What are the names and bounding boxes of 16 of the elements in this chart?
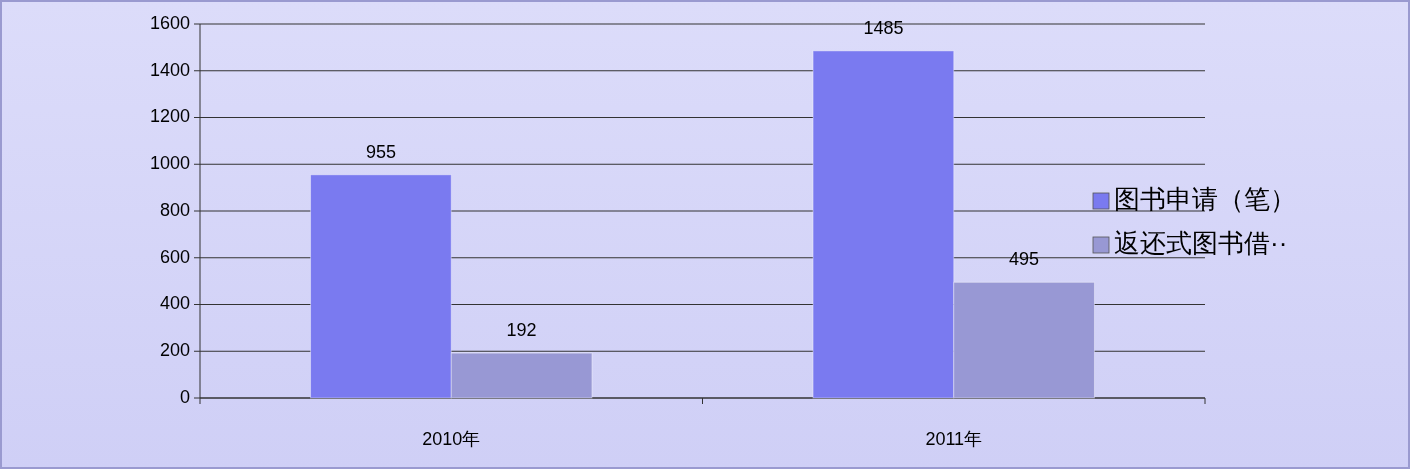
legend-label: 返还式图书借·· — [1114, 227, 1288, 258]
y-tick-label: 1000 — [149, 153, 190, 173]
legend-label: 图书申请（笔） — [1114, 183, 1296, 214]
data-label: 1485 — [863, 17, 904, 38]
x-label: 2010年 — [422, 428, 481, 449]
x-label: 2011年 — [925, 428, 983, 449]
y-tick-label: 400 — [159, 293, 190, 314]
y-tick-label: 0 — [179, 386, 190, 407]
y-tick-label: 1400 — [149, 59, 190, 80]
y-tick-label: 1600 — [149, 12, 190, 33]
data-label: 192 — [506, 319, 537, 340]
y-tick-label: 1200 — [149, 106, 190, 127]
data-label: 955 — [365, 141, 396, 162]
y-tick-label: 200 — [159, 340, 190, 360]
y-tick-label: 600 — [159, 246, 190, 267]
y-tick-label: 800 — [159, 199, 190, 220]
